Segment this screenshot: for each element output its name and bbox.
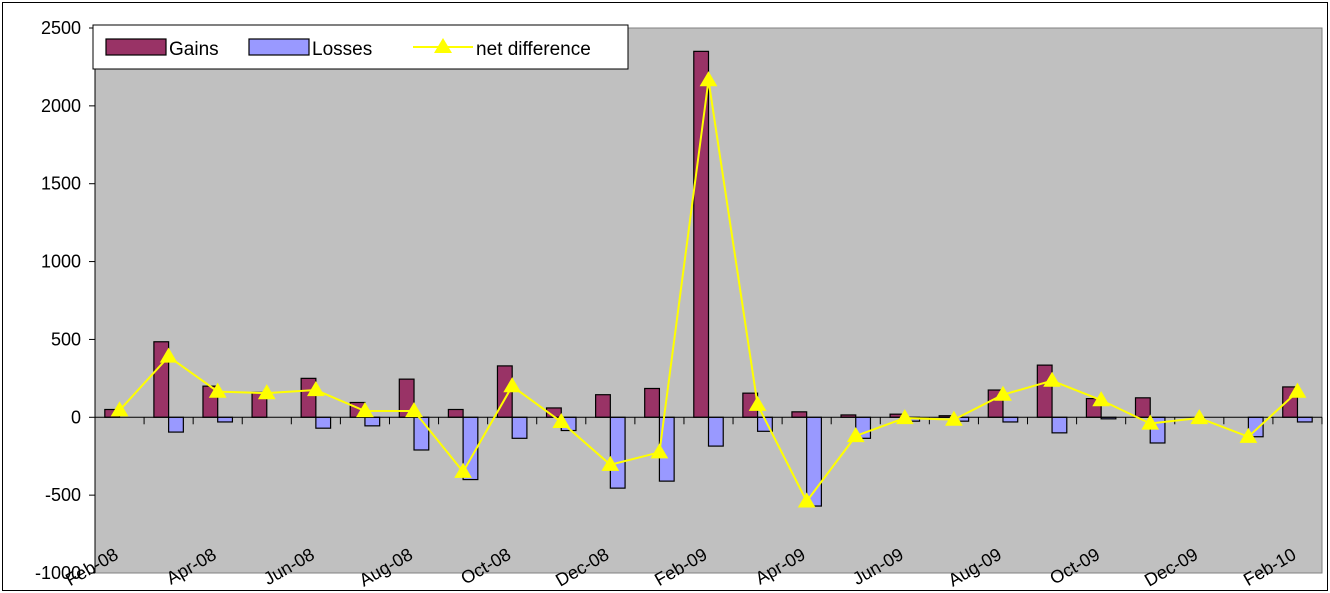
legend-label-gains: Gains	[169, 39, 219, 60]
losses-bar	[707, 416, 724, 447]
losses-bar	[609, 416, 626, 489]
net-difference-marker	[846, 426, 865, 443]
gains-bar	[1036, 364, 1053, 418]
legend-label-losses: Losses	[312, 39, 372, 60]
net-difference-marker	[1043, 371, 1061, 387]
losses-bar	[1002, 416, 1019, 423]
net-difference-marker	[1239, 427, 1258, 443]
gains-bar	[595, 394, 611, 418]
net-difference-marker	[552, 412, 571, 429]
gains-bar	[1134, 397, 1151, 418]
net-difference-marker	[797, 492, 816, 508]
net-difference-marker	[257, 384, 276, 400]
net-difference-marker	[159, 347, 178, 363]
losses-bar	[364, 416, 381, 427]
gains-bar	[447, 408, 464, 418]
net-difference-marker	[699, 71, 718, 87]
y-tick-label: 2000	[41, 96, 81, 116]
y-tick-label: 1500	[41, 174, 81, 194]
legend: Gains Losses net difference	[92, 24, 629, 70]
net-difference-marker	[454, 462, 472, 478]
net-difference-marker	[503, 377, 522, 393]
net-difference-marker	[748, 395, 767, 411]
losses-bar	[511, 416, 528, 439]
losses-bar	[1296, 416, 1313, 423]
gains-bar	[644, 387, 661, 418]
net-difference-marker	[601, 455, 620, 471]
losses-bar	[168, 416, 184, 433]
gains-bar	[791, 411, 808, 418]
net-difference-marker	[1190, 409, 1209, 425]
gains-bar	[300, 377, 317, 418]
gains-bar	[693, 50, 710, 418]
net-difference-marker	[1092, 391, 1111, 407]
net-difference-marker	[306, 381, 325, 397]
legend-box	[92, 24, 629, 70]
legend-marker-net	[434, 38, 452, 53]
losses-bar	[315, 416, 332, 429]
losses-bar	[413, 416, 430, 451]
net-difference-marker	[994, 385, 1012, 401]
net-difference-marker	[1141, 414, 1160, 430]
y-tick-label: 2500	[41, 18, 81, 38]
net-difference-marker	[405, 402, 423, 418]
losses-bar	[217, 416, 234, 423]
net-difference-marker	[650, 443, 669, 459]
y-tick-label: 500	[51, 329, 81, 349]
y-tick-label: 1000	[41, 252, 81, 272]
net-difference-marker	[1288, 382, 1307, 398]
net-difference-marker	[208, 382, 227, 398]
y-tick-label: -500	[45, 485, 81, 505]
losses-bar	[1051, 416, 1068, 434]
net-difference-marker	[945, 410, 963, 426]
legend-swatch-gains	[105, 38, 167, 56]
legend-swatch-losses	[248, 38, 310, 56]
y-tick-label: -1000	[35, 563, 81, 583]
net-difference-marker	[110, 401, 129, 417]
legend-label-net: net difference	[476, 39, 591, 60]
net-difference-marker	[356, 402, 374, 418]
net-difference-marker	[895, 409, 914, 425]
y-tick-label: 0	[71, 407, 81, 427]
